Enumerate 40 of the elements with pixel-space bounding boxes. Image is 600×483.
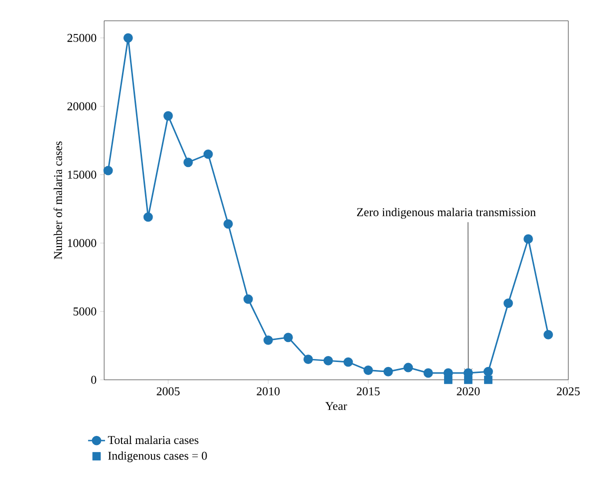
legend-label: Indigenous cases = 0 bbox=[108, 451, 207, 462]
annotation: Zero indigenous malaria transmission bbox=[357, 208, 536, 219]
y-tick-label: 25000 bbox=[67, 34, 96, 42]
point bbox=[323, 356, 333, 366]
y-tick-label: 15000 bbox=[68, 170, 96, 179]
y-tick-label: 5000 bbox=[74, 307, 96, 316]
point bbox=[123, 33, 133, 43]
point bbox=[484, 376, 492, 384]
point bbox=[464, 376, 472, 384]
legend-label: Total malaria cases bbox=[108, 436, 198, 444]
point bbox=[143, 212, 153, 222]
x-tick-label: 2025 bbox=[556, 387, 580, 396]
point bbox=[424, 368, 433, 378]
point bbox=[524, 234, 533, 244]
y-tick-label: 20000 bbox=[67, 102, 96, 110]
x-axis-title: Year bbox=[325, 402, 348, 410]
point bbox=[203, 149, 213, 159]
point bbox=[363, 366, 373, 375]
point bbox=[504, 298, 513, 308]
point bbox=[544, 330, 553, 340]
x-tick-label: 2020 bbox=[456, 387, 480, 396]
y-tick-label: 10000 bbox=[68, 239, 96, 248]
point bbox=[343, 357, 353, 367]
point bbox=[223, 219, 233, 229]
point bbox=[263, 335, 273, 345]
point bbox=[384, 366, 393, 376]
point bbox=[404, 362, 413, 372]
y-tick-label: 0 bbox=[91, 376, 96, 384]
x-tick-label: 2010 bbox=[256, 387, 280, 396]
point bbox=[484, 366, 493, 376]
point bbox=[444, 376, 452, 384]
x-tick-label: 2015 bbox=[356, 387, 380, 396]
point bbox=[283, 332, 293, 342]
point bbox=[183, 158, 193, 168]
x-tick-label: 2005 bbox=[156, 387, 180, 396]
point bbox=[163, 111, 173, 121]
point bbox=[243, 294, 253, 304]
point bbox=[303, 354, 313, 364]
y-axis-title: Number of malaria cases bbox=[54, 141, 62, 260]
point bbox=[103, 166, 113, 176]
